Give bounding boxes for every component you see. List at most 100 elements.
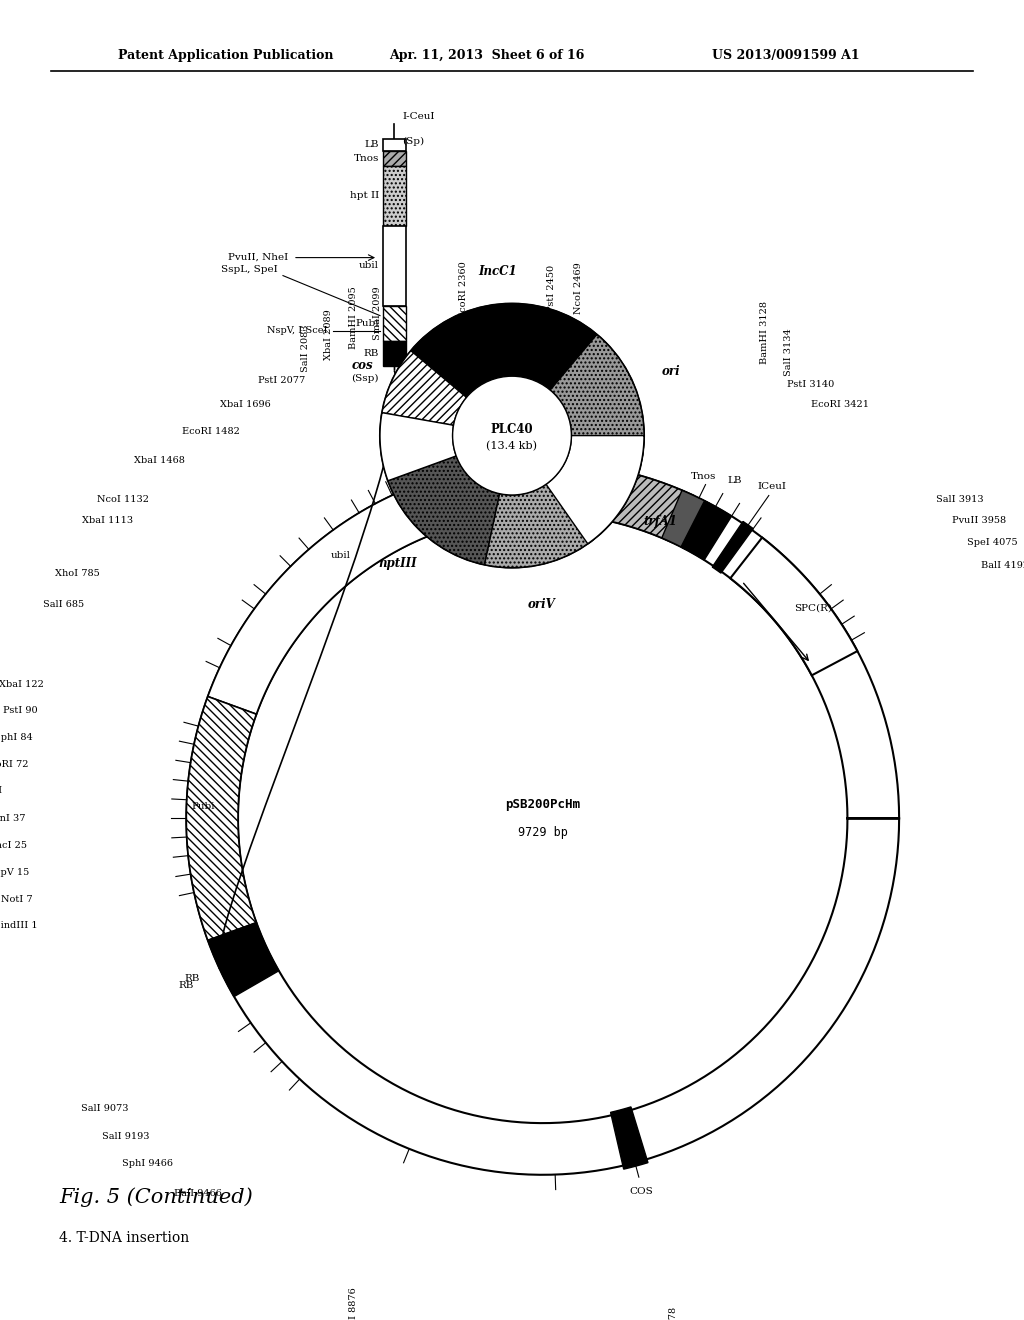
Text: SPC(R): SPC(R) [794,603,831,612]
Polygon shape [382,351,467,425]
Text: HindIII 1: HindIII 1 [0,921,37,931]
Text: NspV, I-SceI: NspV, I-SceI [267,326,328,335]
Polygon shape [484,482,593,568]
Polygon shape [186,697,256,940]
Polygon shape [388,455,500,565]
Text: XhoI 785: XhoI 785 [55,569,100,578]
Text: SalI 9073: SalI 9073 [81,1105,128,1113]
Polygon shape [380,413,456,480]
Text: XbaI 1696: XbaI 1696 [220,400,270,409]
Polygon shape [730,537,857,676]
Text: Apr. 11, 2013  Sheet 6 of 16: Apr. 11, 2013 Sheet 6 of 16 [389,49,585,62]
Text: EcoRI 72: EcoRI 72 [0,760,29,768]
Text: Pubi: Pubi [191,803,215,812]
Text: SacI 43  I-SceI: SacI 43 I-SceI [0,785,2,795]
Polygon shape [481,462,693,543]
Text: XbaI 2089: XbaI 2089 [325,309,334,360]
Text: SphI 84: SphI 84 [0,733,33,742]
Text: Fig. 5 (Continued): Fig. 5 (Continued) [59,1188,253,1206]
Text: XbaI 1113: XbaI 1113 [82,516,133,525]
Text: hpt II: hpt II [350,191,379,201]
Text: SalI 3913: SalI 3913 [936,495,984,504]
Text: PstI 90: PstI 90 [3,706,37,715]
Polygon shape [713,521,754,573]
Text: SalI 685: SalI 685 [43,601,84,609]
Text: SmaI 2099: SmaI 2099 [374,286,382,339]
Text: 4. T-DNA insertion: 4. T-DNA insertion [59,1232,189,1245]
Text: 1: 1 [410,362,416,370]
Bar [383,165,406,226]
Text: NspV 15: NspV 15 [0,869,29,876]
Text: XbaI 122: XbaI 122 [0,680,44,689]
Text: LB: LB [365,140,379,149]
Text: SalI 3134: SalI 3134 [783,327,793,376]
Text: EcoRI 3421: EcoRI 3421 [811,400,869,409]
Text: BalI 4192: BalI 4192 [981,561,1024,570]
Text: 9729 bp: 9729 bp [518,826,567,840]
Text: BamHI 2095: BamHI 2095 [348,286,357,350]
Polygon shape [208,923,279,997]
Text: PLC40: PLC40 [490,424,534,436]
Text: SspL, SpeI: SspL, SpeI [221,264,278,273]
Polygon shape [550,334,644,447]
Text: Patent Application Publication: Patent Application Publication [118,49,333,62]
Text: Tnos: Tnos [353,153,379,162]
Polygon shape [610,1107,648,1170]
Text: PstI 2077: PstI 2077 [258,376,306,384]
Text: PstI 7878: PstI 7878 [670,1307,678,1320]
Text: COS: COS [630,1187,653,1196]
Text: Pubi: Pubi [355,318,379,327]
Text: Tnos: Tnos [691,471,717,480]
Text: LB: LB [728,477,742,484]
Polygon shape [681,500,731,560]
Text: PvuII 3958: PvuII 3958 [952,516,1007,525]
Text: SpeI 4075: SpeI 4075 [967,539,1018,548]
Polygon shape [546,441,643,544]
Text: trfA1: trfA1 [644,515,678,528]
Bar [383,139,406,150]
Bar [383,341,406,366]
Text: KpnI 37: KpnI 37 [0,814,26,822]
Text: EcoRI 2360: EcoRI 2360 [459,261,468,318]
Text: (Ssp): (Ssp) [351,374,379,383]
Text: (13.4 kb): (13.4 kb) [486,441,538,450]
Text: PstI 3140: PstI 3140 [787,380,835,389]
Polygon shape [662,490,710,549]
Text: pSB200PcHm: pSB200PcHm [505,797,581,810]
Circle shape [453,376,571,495]
Text: I-CeuI: I-CeuI [402,112,435,120]
Text: BamHI 3128: BamHI 3128 [760,301,769,363]
Text: SphI 9466: SphI 9466 [122,1159,173,1168]
Text: PacI 25: PacI 25 [0,841,27,850]
Text: BalI 9466: BalI 9466 [174,1188,221,1197]
Text: US 2013/0091599 A1: US 2013/0091599 A1 [712,49,859,62]
Bar [383,306,406,341]
Text: ubil: ubil [331,550,351,560]
Polygon shape [411,304,597,397]
Text: hpt: hpt [573,484,592,492]
Text: (Sp): (Sp) [402,136,424,145]
Text: oriV: oriV [528,598,556,611]
Polygon shape [546,436,644,544]
Text: NcoI 1132: NcoI 1132 [97,495,150,504]
Text: PstI 2450: PstI 2450 [547,265,556,313]
Text: RB: RB [364,348,379,358]
Text: SalI 9193: SalI 9193 [102,1133,150,1142]
Bar [383,226,406,306]
Polygon shape [186,462,899,1175]
Circle shape [380,304,644,568]
Text: nptIII: nptIII [378,557,417,570]
Text: IncC1: IncC1 [478,265,517,277]
Polygon shape [208,467,489,714]
Text: RB: RB [185,974,201,982]
Text: cos: cos [351,359,374,372]
Text: ubil: ubil [359,261,379,271]
Text: EcoRI 1482: EcoRI 1482 [181,428,240,437]
Bar [383,150,406,165]
Text: ori: ori [662,364,680,378]
Text: SspI 8876: SspI 8876 [348,1287,357,1320]
Text: NotI 7: NotI 7 [1,895,33,904]
Text: PvuII, NheI: PvuII, NheI [227,253,288,263]
Text: NcoI 2469: NcoI 2469 [573,261,583,314]
Text: ICeuI: ICeuI [757,482,786,491]
